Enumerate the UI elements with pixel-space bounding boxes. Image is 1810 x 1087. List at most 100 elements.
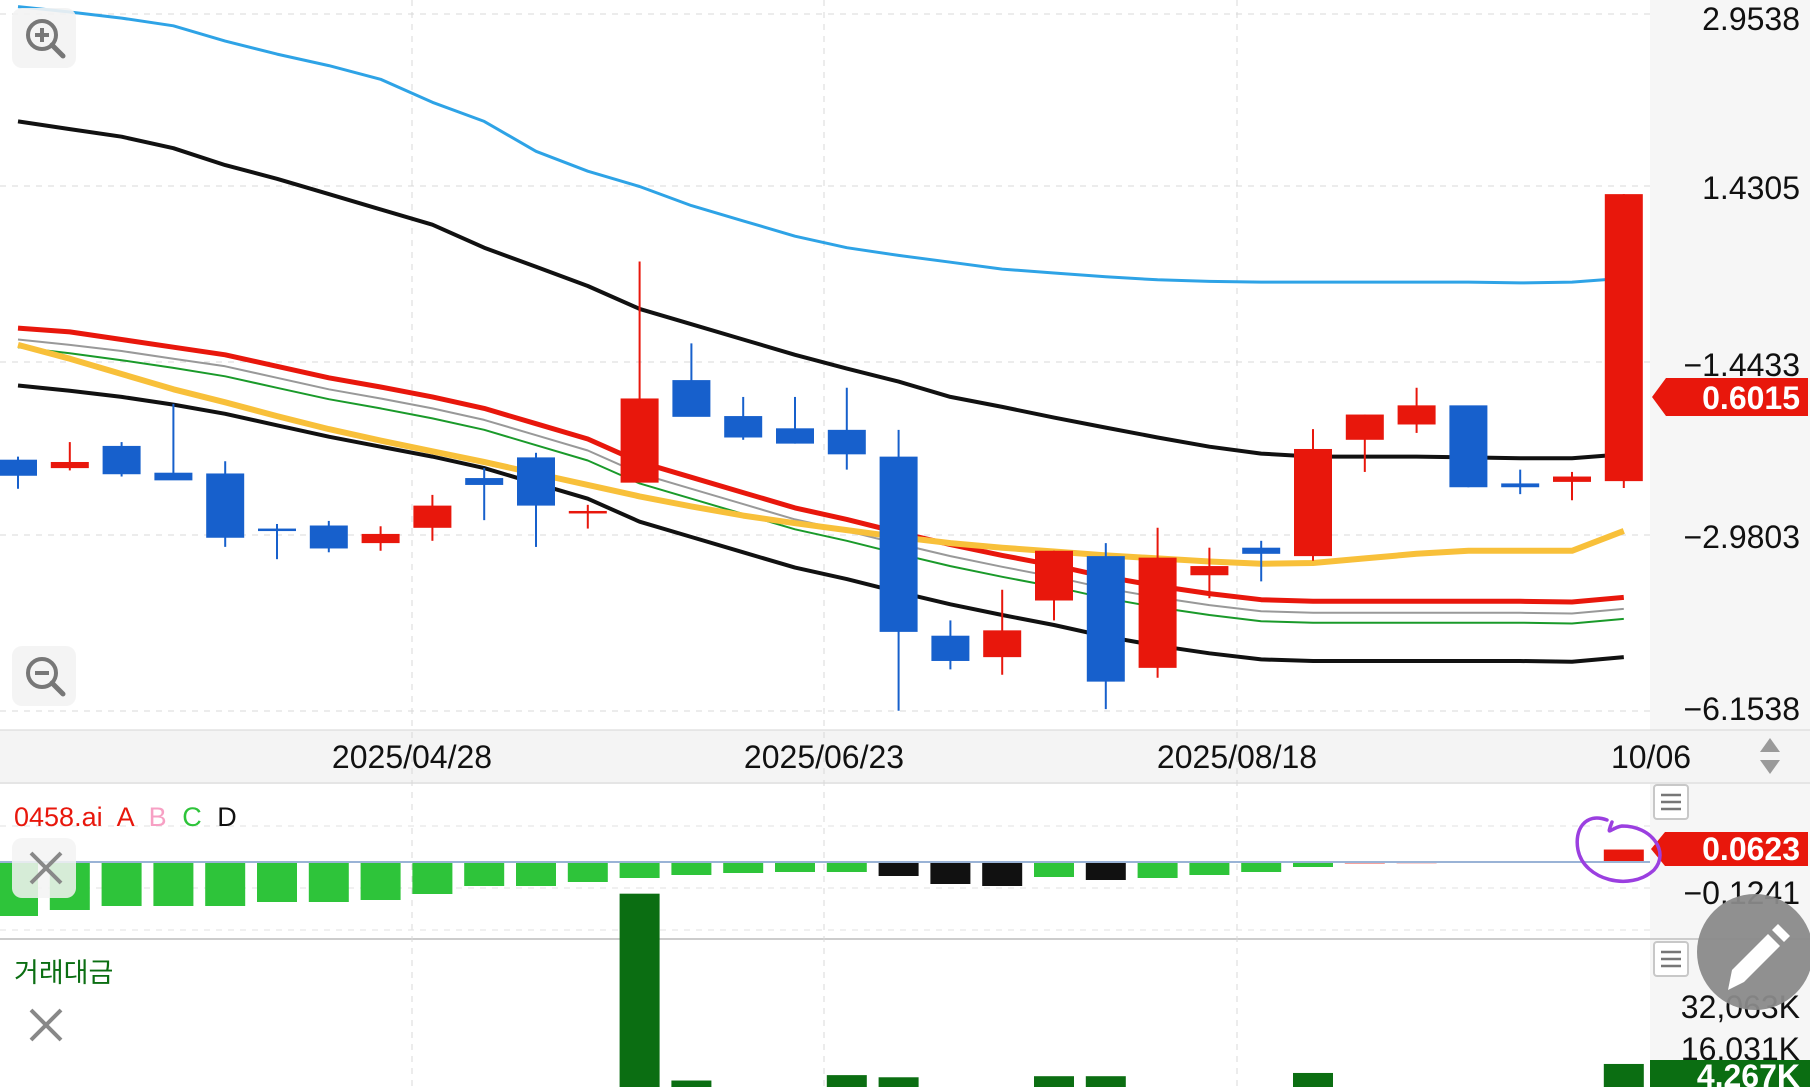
moving-average-line xyxy=(17,346,1624,625)
volume-close-button[interactable] xyxy=(29,1008,63,1042)
oscillator-bar xyxy=(1189,862,1230,875)
oscillator-bars xyxy=(0,849,1644,916)
volume-bar xyxy=(671,1080,712,1087)
osc-current-tag: 0.0623 xyxy=(1651,831,1808,867)
candle-body xyxy=(724,416,763,438)
candle-body xyxy=(1553,476,1591,482)
candle-body xyxy=(1190,566,1229,576)
osc-legend-c: C xyxy=(182,802,202,832)
volume-title: 거래대금 xyxy=(14,958,113,988)
oscillator-bar xyxy=(878,862,919,876)
hamburger-icon xyxy=(1661,793,1681,811)
oscillator-bar xyxy=(671,862,712,875)
osc-legend-a: A xyxy=(117,802,135,832)
oscillator-bar xyxy=(257,862,297,902)
oscillator-bar xyxy=(516,862,556,886)
osc-current-value: 0.0623 xyxy=(1702,831,1800,867)
candle-body xyxy=(1294,448,1332,557)
candle-body xyxy=(413,505,452,528)
moving-average-line xyxy=(17,325,1625,605)
oscillator-bar xyxy=(1034,862,1074,877)
oscillator-bar xyxy=(101,862,142,906)
x-tick-label: 2025/06/23 xyxy=(744,739,904,775)
x-tick-label: 2025/04/28 xyxy=(332,739,492,775)
current-price-value: 0.6015 xyxy=(1702,380,1800,416)
candle-body xyxy=(1035,550,1073,601)
osc-close-button[interactable] xyxy=(12,838,76,898)
scroll-arrows-button[interactable] xyxy=(1760,738,1780,774)
oscillator-bar xyxy=(619,862,660,878)
main-axis-area xyxy=(1650,0,1810,730)
candle-body xyxy=(1449,405,1488,488)
edit-button[interactable] xyxy=(1697,894,1810,1010)
candle-body xyxy=(1604,194,1643,482)
svg-text:0458.ai A B C: 0458.ai A B C D xyxy=(14,802,237,832)
main-y-axis: 2.9538 1.4305 −1.4433 −2.9803 −6.1538 xyxy=(1683,1,1800,727)
y-tick-label: −6.1538 xyxy=(1683,691,1800,727)
oscillator-bar xyxy=(360,862,401,900)
moving-average-line xyxy=(17,342,1625,567)
oscillator-bar xyxy=(205,862,246,906)
oscillator-bar xyxy=(1241,862,1282,872)
y-tick-label: 1.4305 xyxy=(1702,170,1800,206)
volume-bars xyxy=(619,893,1644,1087)
zoom-out-button[interactable] xyxy=(12,646,76,706)
moving-averages xyxy=(17,5,1625,664)
candle-body xyxy=(879,456,918,632)
osc-legend-d: D xyxy=(217,802,237,832)
candle-body xyxy=(983,630,1022,658)
candle-body xyxy=(1138,557,1177,668)
oscillator-bar xyxy=(1137,862,1178,878)
oscillator-bar xyxy=(723,862,764,873)
candle-body xyxy=(206,473,245,538)
candle-body xyxy=(1086,556,1125,682)
volume-bar xyxy=(1034,1076,1074,1087)
oscillator-bar xyxy=(982,862,1023,886)
candle-body xyxy=(1345,414,1384,440)
oscillator-bar xyxy=(464,862,505,886)
oscillator-bar xyxy=(567,862,608,882)
candle-body xyxy=(672,380,711,417)
candle-body xyxy=(517,457,555,506)
candle-body xyxy=(931,635,970,661)
candle-body xyxy=(258,528,296,532)
oscillator-bar xyxy=(412,862,453,894)
zoom-out-icon xyxy=(26,657,66,697)
oscillator-bar xyxy=(1293,862,1333,867)
candle-body xyxy=(1242,547,1281,554)
volume-bar xyxy=(619,893,660,1087)
zoom-in-button[interactable] xyxy=(12,8,76,68)
grid-lines xyxy=(0,0,1650,1087)
up-down-arrows-icon xyxy=(1760,738,1780,774)
oscillator-bar xyxy=(1085,862,1126,880)
y-tick-label: 2.9538 xyxy=(1702,1,1800,37)
current-price-tag: 0.6015 xyxy=(1652,378,1808,416)
oscillator-bar xyxy=(153,862,194,906)
hamburger-icon xyxy=(1661,950,1681,968)
main-plot-area xyxy=(0,0,1650,730)
volume-bar xyxy=(1603,1063,1644,1087)
candle-body xyxy=(568,510,607,514)
candle-body xyxy=(620,398,659,483)
volume-menu-button[interactable] xyxy=(1653,941,1689,977)
x-axis-bar xyxy=(0,730,1810,784)
osc-legend-b: B xyxy=(149,802,167,832)
x-axis: 2025/04/28 2025/06/23 2025/08/18 10/06 xyxy=(332,739,1691,775)
osc-menu-button[interactable] xyxy=(1653,784,1689,820)
volume-bar xyxy=(1293,1072,1333,1087)
close-icon xyxy=(29,851,63,885)
candle-body xyxy=(465,478,504,485)
osc-indicator-name: 0458.ai xyxy=(14,802,103,832)
oscillator-bar xyxy=(826,862,867,872)
candle-body xyxy=(361,533,400,544)
close-icon xyxy=(29,1008,63,1042)
volume-bar xyxy=(826,1075,867,1087)
pencil-icon xyxy=(1728,924,1790,990)
volume-bar xyxy=(878,1077,919,1087)
candle-body xyxy=(309,525,348,549)
candle-body xyxy=(102,445,141,475)
oscillator-bar xyxy=(308,862,349,902)
moving-average-line xyxy=(17,5,1624,285)
candle-body xyxy=(1501,483,1540,488)
